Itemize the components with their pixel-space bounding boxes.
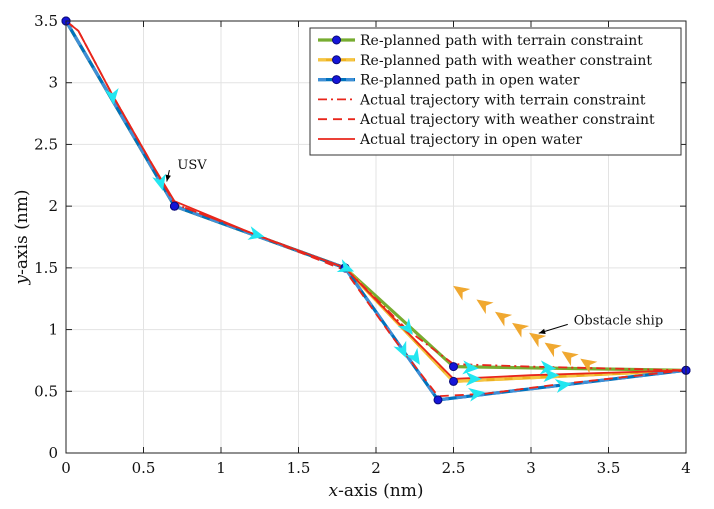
legend-label: Actual trajectory in open water	[359, 132, 582, 148]
y-tick-label: 0	[48, 444, 58, 462]
legend-entry-4: Actual trajectory with terrain constrain…	[318, 92, 646, 108]
x-axis-label-rest: -axis (nm)	[338, 481, 423, 501]
x-axis-label: x-axis (nm)	[329, 481, 424, 501]
x-tick-label: 0	[61, 459, 71, 477]
x-tick-label: 0.5	[132, 459, 156, 477]
obstacle-ship-arrow	[561, 351, 579, 366]
x-tick-label: 1	[216, 459, 226, 477]
x-ticks: 0 0.5 1 1.5 2 2.5 3 3.5 4	[61, 21, 691, 477]
annotations: USV Obstacle ship	[165, 158, 663, 334]
obstacle-ship-arrow	[476, 299, 494, 315]
waypoint-marker	[170, 201, 179, 211]
legend-label: Actual trajectory with weather constrain…	[359, 112, 655, 128]
y-tick-label: 2.5	[34, 135, 58, 153]
y-axis-label: y-axis (nm)	[12, 190, 32, 286]
waypoint-marker	[449, 376, 458, 386]
waypoint-marker	[449, 362, 458, 372]
usv-heading-arrow	[397, 317, 413, 335]
usv-heading-arrow	[539, 360, 557, 375]
y-axis-label-rest: -axis (nm)	[12, 190, 32, 275]
series-line-2	[66, 21, 686, 384]
heading-arrows	[104, 88, 572, 402]
x-tick-label: 1.5	[287, 459, 311, 477]
x-tick-label: 3.5	[597, 459, 621, 477]
legend-marker	[332, 35, 341, 45]
legend-label: Actual trajectory with terrain constrain…	[359, 92, 646, 108]
obstacle-ship-arrow	[580, 358, 598, 374]
legend-entry-5: Actual trajectory with weather constrain…	[318, 112, 655, 128]
legend-entry-3: Re-planned path in open water	[318, 73, 580, 89]
y-tick-label: 2	[48, 197, 58, 215]
legend-label: Re-planned path with terrain constraint	[360, 33, 643, 49]
obstacle-ship-arrows	[453, 285, 598, 374]
y-tick-label: 0.5	[34, 382, 58, 400]
obstacle-annotation-label: Obstacle ship	[574, 313, 663, 328]
usv-heading-arrow	[104, 88, 119, 105]
obstacle-ship-arrow	[544, 342, 562, 358]
legend-entry-6: Actual trajectory in open water	[318, 132, 582, 148]
x-tick-label: 2	[371, 459, 381, 477]
usv-heading-arrow	[543, 368, 560, 383]
series-line-6	[66, 21, 686, 380]
y-tick-label: 1.5	[34, 259, 58, 277]
usv-heading-arrow	[465, 371, 482, 386]
usv-heading-arrow	[247, 226, 265, 240]
obstacle-ship-arrow	[512, 322, 530, 338]
usv-heading-arrow	[393, 340, 407, 359]
legend-box	[309, 27, 682, 156]
usv-heading-arrow	[405, 347, 420, 365]
legend-marker	[332, 55, 341, 65]
usv-heading-arrow	[336, 259, 355, 273]
y-ticks: 0 0.5 1 1.5 2 2.5 3 3.5	[34, 12, 686, 462]
obstacle-ship-arrow	[529, 332, 547, 348]
legend-marker	[332, 75, 341, 85]
y-axis-label-var: y	[12, 274, 32, 285]
legend-label: Re-planned path with weather constraint	[360, 53, 652, 69]
legend-label: Re-planned path in open water	[360, 73, 580, 89]
waypoint-marker	[433, 395, 443, 405]
usv-heading-arrow	[462, 360, 479, 375]
legend: Re-planned path with terrain constraint R…	[309, 27, 682, 156]
x-tick-label: 3	[526, 459, 536, 477]
usv-heading-arrow	[554, 379, 572, 393]
x-axis-label-var: x	[329, 481, 339, 501]
y-tick-label: 1	[48, 321, 58, 339]
legend-entry-1: Re-planned path with terrain constraint	[318, 33, 643, 49]
y-tick-label: 3	[48, 74, 58, 92]
usv-heading-arrow	[468, 387, 485, 402]
usv-annotation-label: USV	[177, 158, 207, 173]
obstacle-ship-arrow	[494, 311, 513, 327]
usv-annotation-arrowhead	[165, 174, 171, 182]
obstacle-annotation-arrowhead	[538, 328, 546, 334]
x-tick-label: 4	[681, 459, 691, 477]
legend-entry-2: Re-planned path with weather constraint	[318, 53, 652, 69]
x-tick-label: 2.5	[442, 459, 466, 477]
usv-heading-arrow	[152, 173, 166, 191]
y-tick-label: 3.5	[34, 12, 58, 30]
obstacle-ship-arrow	[453, 285, 471, 301]
